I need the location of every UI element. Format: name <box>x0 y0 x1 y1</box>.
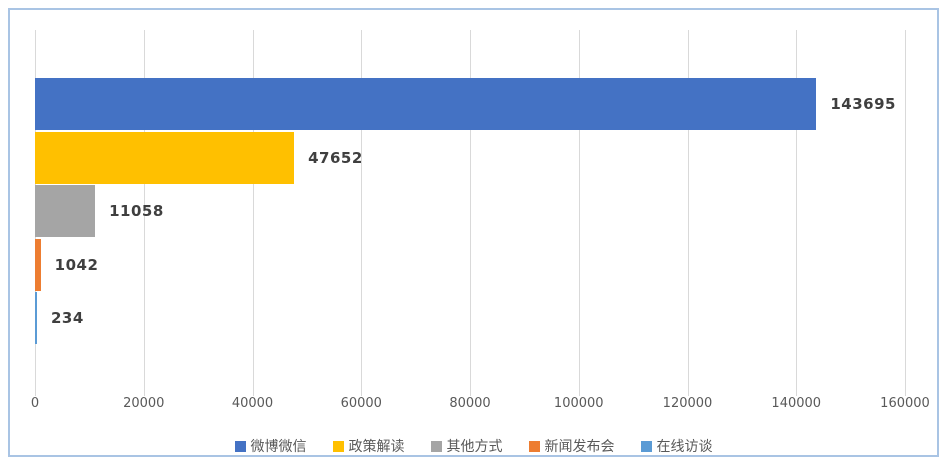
series-bar[interactable] <box>35 131 295 184</box>
axis-tick <box>35 392 36 396</box>
axis-tick <box>252 392 254 396</box>
x-axis-tick-label: 120000 <box>662 396 713 411</box>
x-axis-tick-label: 20000 <box>123 396 165 411</box>
bar-value-label: 47652 <box>308 148 363 167</box>
legend-label: 微博微信 <box>250 439 307 455</box>
legend-color-swatch <box>332 440 344 452</box>
x-axis-tick-label: 160000 <box>880 396 930 411</box>
legend-item[interactable]: 其他方式 <box>430 436 503 456</box>
bar-value-label: 1042 <box>54 255 99 274</box>
legend-color-swatch <box>528 440 540 452</box>
legend-color-swatch <box>234 440 246 452</box>
gridline <box>470 30 471 392</box>
x-axis-tick-label: 100000 <box>553 396 604 411</box>
axis-tick <box>470 392 471 396</box>
series-bar[interactable] <box>35 238 41 291</box>
legend-color-swatch <box>430 440 442 452</box>
gridline <box>905 30 906 392</box>
bar-value-label: 234 <box>51 309 84 327</box>
legend-label: 政策解读 <box>348 439 405 455</box>
gridline <box>143 30 145 392</box>
bar-value-label: 143695 <box>830 95 896 113</box>
bar-value-label: 11058 <box>109 202 164 220</box>
legend-label: 在线访谈 <box>656 439 713 455</box>
x-axis-tick-label: 0 <box>30 396 40 411</box>
axis-tick <box>687 392 689 396</box>
axis-tick <box>905 392 906 396</box>
x-axis-tick-label: 40000 <box>231 396 274 411</box>
series-bar[interactable] <box>35 292 37 344</box>
legend-item[interactable]: 新闻发布会 <box>528 436 615 456</box>
series-bar[interactable] <box>35 185 96 237</box>
legend-item[interactable]: 在线访谈 <box>640 436 713 456</box>
legend: 微博微信 政策解读 其他方式 新闻发布会 在线访谈 <box>10 436 937 456</box>
series-bar[interactable] <box>35 78 817 130</box>
x-axis-tick-label: 80000 <box>449 396 491 411</box>
legend-label: 新闻发布会 <box>544 439 615 455</box>
gridline <box>578 30 580 392</box>
legend-label: 其他方式 <box>446 439 503 455</box>
axis-tick <box>361 392 363 396</box>
plot-area: 143695 47652 11058 1042 234 <box>35 30 906 396</box>
axis-tick <box>143 392 145 396</box>
gridline <box>252 30 254 392</box>
gridline <box>361 30 363 392</box>
axis-tick <box>578 392 580 396</box>
axis-tick <box>796 392 798 396</box>
gridline <box>687 30 689 392</box>
x-axis-tick-label: 60000 <box>340 396 382 411</box>
chart-frame: 143695 47652 11058 1042 234 0 20000 40000 60000… <box>8 8 939 457</box>
gridline <box>796 30 798 392</box>
legend-item[interactable]: 微博微信 <box>234 436 307 456</box>
x-axis-tick-label: 140000 <box>771 396 822 411</box>
legend-item[interactable]: 政策解读 <box>332 436 405 456</box>
x-axis: 0 20000 40000 60000 80000 100000 120000 140000 1… <box>31 396 930 414</box>
legend-color-swatch <box>640 440 652 452</box>
